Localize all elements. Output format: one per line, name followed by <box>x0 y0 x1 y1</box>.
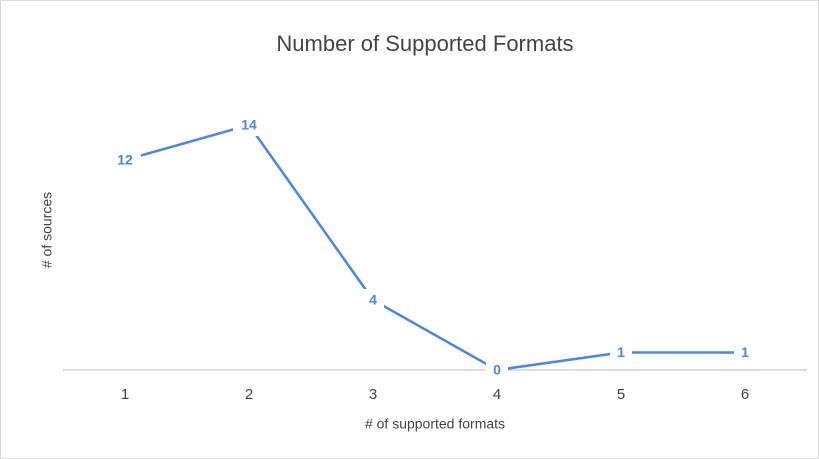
x-tick-label: 2 <box>245 386 253 403</box>
y-axis-title: # of sources <box>39 192 55 268</box>
x-tick-label: 1 <box>121 386 129 403</box>
x-tick-label: 6 <box>741 386 749 403</box>
data-label: 12 <box>117 152 133 168</box>
x-tick-label: 5 <box>617 386 625 403</box>
data-label-background <box>109 149 141 171</box>
data-label: 1 <box>617 344 625 360</box>
data-label-background <box>486 359 508 381</box>
data-label-background <box>610 341 632 364</box>
chart-title: Number of Supported Formats <box>276 31 573 56</box>
data-label: 1 <box>741 344 749 360</box>
x-axis-title: # of supported formats <box>365 416 505 432</box>
x-tick-label: 3 <box>369 386 377 403</box>
data-label: 14 <box>241 117 257 133</box>
data-label: 4 <box>369 292 377 308</box>
data-label-background <box>734 341 756 364</box>
data-label-background <box>362 289 384 311</box>
data-label-background <box>233 114 265 136</box>
data-label: 0 <box>493 362 501 378</box>
x-tick-label: 4 <box>493 386 501 403</box>
line-series <box>124 123 745 372</box>
